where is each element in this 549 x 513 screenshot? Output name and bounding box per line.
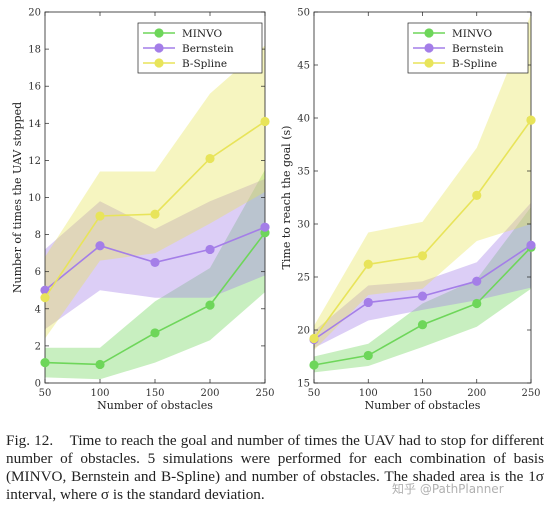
point-bernstein	[150, 257, 160, 268]
x-tick-label: 200	[200, 388, 219, 399]
y-axis-label: Time to reach the goal (s)	[280, 126, 293, 270]
legend-marker-b-spline	[424, 58, 434, 68]
y-tick-label: 2	[35, 341, 41, 352]
legend-label-b-spline: B-Spline	[452, 58, 497, 70]
legend-label-bernstein: Bernstein	[452, 43, 504, 55]
x-tick-label: 150	[413, 388, 432, 399]
y-axis-label: Number of times the UAV stopped	[11, 102, 24, 293]
legend-label-bernstein: Bernstein	[182, 43, 234, 55]
y-tick-label: 45	[297, 61, 310, 72]
legend: MINVO Bernstein B-Spline	[137, 22, 263, 74]
point-b-spline	[40, 293, 50, 303]
point-minvo	[363, 350, 373, 361]
x-tick-label: 100	[90, 388, 109, 399]
x-tick-label: 100	[359, 388, 378, 399]
point-minvo	[472, 298, 482, 309]
chart-2: 50 100 150 200 250 15 20 25 30 35 40 45 50 Number of …	[280, 8, 541, 413]
point-b-spline	[417, 251, 428, 261]
y-tick-label: 12	[28, 156, 41, 167]
point-bernstein	[363, 297, 373, 308]
band-b-spline	[45, 45, 265, 339]
point-minvo	[150, 328, 160, 338]
y-tick-label: 25	[297, 273, 310, 284]
point-b-spline	[205, 153, 215, 164]
figure: 50 100 150 200 250 0 2 4 6 8 10 12 14 16 18 20 Number of…	[11, 8, 541, 413]
x-tick-label: 50	[308, 388, 321, 399]
x-tick-label: 50	[39, 388, 52, 399]
y-tick-label: 30	[297, 220, 310, 231]
y-tick-label: 20	[297, 326, 310, 337]
x-tick-label: 150	[145, 388, 164, 399]
y-tick-label: 4	[35, 304, 41, 315]
legend-label-b-spline: B-Spline	[182, 58, 227, 70]
y-tick-label: 6	[35, 267, 41, 278]
point-minvo	[95, 359, 105, 370]
y-tick-label: 15	[297, 379, 310, 390]
y-tick-label: 14	[28, 119, 41, 130]
point-b-spline	[526, 115, 536, 125]
legend: MINVO Bernstein B-Spline	[407, 22, 529, 74]
legend-marker-minvo	[424, 28, 434, 38]
y-tick-label: 18	[28, 45, 41, 56]
band-minvo	[314, 207, 531, 373]
y-tick-label: 8	[35, 230, 41, 241]
x-tick-label: 250	[521, 388, 540, 399]
point-minvo	[205, 300, 215, 310]
point-bernstein	[417, 291, 428, 301]
point-b-spline	[363, 259, 373, 269]
x-axis-label: Number of obstacles	[97, 399, 213, 412]
point-bernstein	[95, 241, 105, 251]
point-minvo	[40, 357, 50, 368]
y-tick-label: 35	[297, 167, 310, 178]
point-b-spline	[472, 190, 482, 200]
legend-marker-b-spline	[154, 58, 164, 68]
y-tick-label: 10	[28, 193, 41, 204]
legend-label-minvo: MINVO	[182, 28, 222, 40]
y-tick-label: 40	[297, 114, 310, 125]
point-bernstein	[205, 244, 215, 255]
y-tick-label: 0	[35, 379, 41, 390]
point-bernstein	[40, 285, 50, 295]
point-b-spline	[95, 211, 105, 221]
band-minvo	[45, 169, 265, 380]
legend-marker-bernstein	[424, 43, 434, 53]
chart-1: 50 100 150 200 250 0 2 4 6 8 10 12 14 16 18 20 Number of…	[11, 8, 275, 413]
point-bernstein	[526, 240, 536, 250]
point-minvo	[309, 360, 319, 370]
figure-caption: Fig. 12. Time to reach the goal and numb…	[6, 432, 544, 504]
caption-text: Time to reach the goal and number of tim…	[6, 432, 544, 503]
point-b-spline	[150, 209, 160, 219]
point-bernstein	[260, 222, 270, 232]
y-tick-label: 20	[28, 8, 41, 19]
legend-marker-bernstein	[154, 43, 164, 53]
band-bernstein	[314, 202, 531, 348]
legend-marker-minvo	[154, 28, 164, 38]
x-tick-label: 200	[467, 388, 486, 399]
y-tick-label: 16	[28, 82, 41, 93]
watermark: 知乎 @PathPlanner	[392, 482, 504, 496]
point-b-spline	[260, 116, 270, 127]
legend-label-minvo: MINVO	[452, 28, 492, 40]
x-tick-label: 250	[255, 388, 274, 399]
point-b-spline	[309, 333, 319, 344]
caption-label: Fig. 12.	[6, 432, 54, 449]
point-bernstein	[472, 276, 482, 286]
x-axis-label: Number of obstacles	[365, 399, 481, 412]
y-tick-label: 50	[297, 8, 310, 19]
point-minvo	[417, 320, 428, 330]
